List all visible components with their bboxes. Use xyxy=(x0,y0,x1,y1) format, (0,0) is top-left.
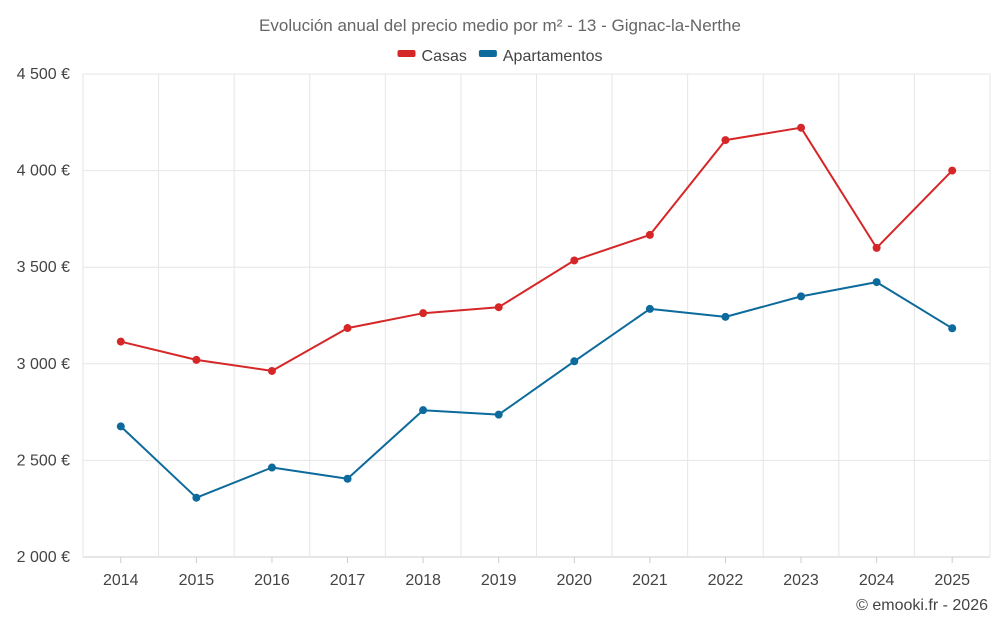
legend-label-casas: Casas xyxy=(422,48,467,65)
legend: Casas Apartamentos xyxy=(397,48,603,65)
legend-swatch-casas xyxy=(397,50,416,57)
y-tick-label: 4 000 € xyxy=(17,163,70,180)
series-layer xyxy=(116,123,957,502)
x-tick-label: 2022 xyxy=(708,572,744,589)
credit-text: © emooki.fr - 2026 xyxy=(856,597,988,614)
data-point-apartamentos xyxy=(419,406,428,415)
x-tick-label: 2024 xyxy=(859,572,895,589)
data-point-casas xyxy=(192,355,201,364)
chart-title: Evolución anual del precio medio por m² … xyxy=(259,16,741,35)
data-point-casas xyxy=(116,337,125,346)
y-tick-label: 3 500 € xyxy=(17,259,70,276)
data-point-casas xyxy=(570,256,579,265)
y-tick-label: 3 000 € xyxy=(17,356,70,373)
gridlines xyxy=(82,73,991,558)
x-tick-label: 2016 xyxy=(254,572,290,589)
x-axis: 2014 2015 2016 2017 2018 2019 2020 2021 2022 2023… xyxy=(103,557,970,589)
data-point-casas xyxy=(645,230,654,239)
y-tick-label: 4 500 € xyxy=(17,66,70,83)
x-tick-label: 2025 xyxy=(934,572,970,589)
series-line-apartamentos xyxy=(120,281,953,499)
data-point-casas xyxy=(267,366,276,375)
y-tick-label: 2 500 € xyxy=(17,452,70,469)
data-point-apartamentos xyxy=(116,422,125,431)
data-point-casas xyxy=(797,123,806,132)
x-tick-label: 2019 xyxy=(481,572,517,589)
legend-swatch-apartamentos xyxy=(478,50,497,57)
x-tick-label: 2014 xyxy=(103,572,139,589)
x-tick-label: 2015 xyxy=(179,572,215,589)
data-point-casas xyxy=(872,243,881,252)
data-point-apartamentos xyxy=(948,324,957,333)
data-point-apartamentos xyxy=(343,474,352,483)
data-point-casas xyxy=(419,309,428,318)
data-point-apartamentos xyxy=(872,278,881,287)
data-point-apartamentos xyxy=(721,312,730,321)
data-point-casas xyxy=(343,324,352,333)
y-axis: 2 000 € 2 500 € 3 000 € 3 500 € 4 000 € 4 500… xyxy=(17,66,70,566)
data-point-casas xyxy=(721,136,730,145)
data-point-apartamentos xyxy=(267,463,276,472)
data-point-apartamentos xyxy=(570,357,579,366)
x-tick-label: 2020 xyxy=(556,572,592,589)
data-point-casas xyxy=(948,166,957,175)
y-tick-label: 2 000 € xyxy=(17,549,70,566)
x-tick-label: 2017 xyxy=(330,572,366,589)
legend-label-apartamentos: Apartamentos xyxy=(503,48,603,65)
series-line-casas xyxy=(120,126,953,372)
x-tick-label: 2018 xyxy=(405,572,441,589)
data-point-apartamentos xyxy=(494,410,503,419)
data-point-apartamentos xyxy=(192,493,201,502)
x-tick-label: 2023 xyxy=(783,572,819,589)
data-point-apartamentos xyxy=(797,292,806,301)
data-point-casas xyxy=(494,303,503,312)
x-tick-label: 2021 xyxy=(632,572,668,589)
data-point-apartamentos xyxy=(645,304,654,313)
